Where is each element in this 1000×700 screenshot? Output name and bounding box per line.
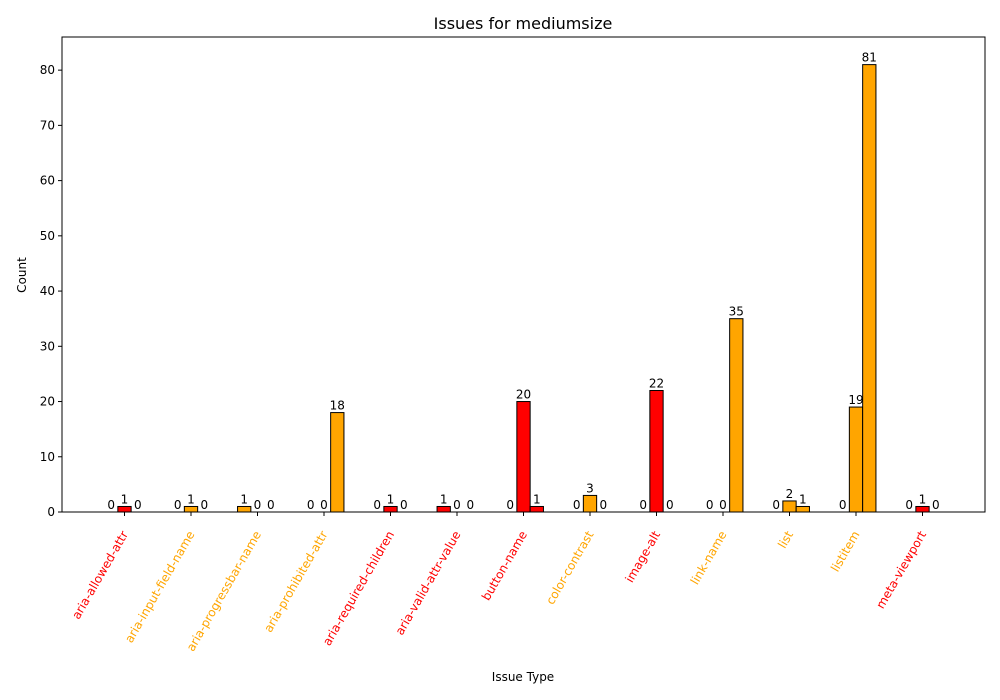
y-axis-label: Count [15, 257, 29, 293]
data-label: 22 [649, 376, 664, 390]
x-tick-label: aria-prohibited-attr [261, 528, 330, 634]
data-label: 18 [330, 399, 345, 413]
x-tick-label: aria-input-field-name [122, 529, 198, 646]
x-tick-label: meta-viewport [873, 528, 929, 611]
data-label: 0 [200, 498, 208, 512]
bar [582, 494, 598, 513]
y-tick-label: 40 [40, 284, 55, 298]
bars-group [117, 64, 930, 513]
data-label: 1 [240, 492, 248, 506]
bar [436, 505, 451, 513]
data-label: 0 [107, 498, 115, 512]
bar [383, 505, 398, 513]
data-label: 0 [599, 498, 607, 512]
data-label: 0 [573, 498, 581, 512]
data-label: 0 [905, 498, 913, 512]
x-axis: aria-allowed-attraria-input-field-namear… [69, 512, 929, 654]
data-label: 35 [729, 305, 744, 319]
data-label: 1 [533, 492, 541, 506]
data-label: 1 [121, 492, 129, 506]
x-axis-label: Issue Type [492, 670, 554, 684]
data-label: 0 [839, 498, 847, 512]
data-label: 0 [307, 498, 315, 512]
y-tick-label: 80 [40, 63, 55, 77]
data-label: 0 [719, 498, 727, 512]
bar [516, 401, 531, 513]
x-tick-label: list [775, 528, 796, 551]
data-label: 0 [706, 498, 714, 512]
bar [237, 505, 252, 513]
x-tick-label: listitem [828, 529, 862, 575]
y-tick-label: 50 [40, 229, 55, 243]
data-label: 0 [373, 498, 381, 512]
y-tick-label: 0 [47, 505, 55, 519]
data-label: 1 [440, 492, 448, 506]
bar [848, 406, 864, 513]
data-label: 0 [174, 498, 182, 512]
data-label: 1 [919, 492, 927, 506]
y-axis: 0 10 20 30 40 50 60 70 80 [40, 63, 62, 519]
data-label: 0 [506, 498, 514, 512]
bar [117, 505, 132, 513]
data-label: 19 [848, 393, 863, 407]
x-tick-label: aria-progressbar-name [184, 529, 264, 654]
x-tick-label: button-name [479, 529, 530, 604]
x-tick-label: color-contrast [543, 528, 597, 607]
data-label: 1 [799, 492, 807, 506]
x-tick-label: aria-required-children [320, 529, 397, 649]
data-label: 0 [320, 498, 328, 512]
y-tick-label: 10 [40, 450, 55, 464]
x-tick-label: aria-valid-attr-value [393, 529, 464, 638]
data-label: 0 [466, 498, 474, 512]
bar [795, 505, 810, 513]
data-label: 3 [586, 481, 594, 495]
y-tick-label: 60 [40, 174, 55, 188]
data-label: 1 [387, 492, 395, 506]
data-label: 2 [786, 487, 794, 501]
bar [915, 505, 930, 513]
data-label: 20 [516, 388, 531, 402]
bar [529, 505, 544, 513]
x-tick-label: aria-allowed-attr [69, 528, 131, 621]
x-tick-label: link-name [688, 529, 730, 588]
data-label: 0 [772, 498, 780, 512]
y-tick-label: 20 [40, 395, 55, 409]
data-label: 0 [453, 498, 461, 512]
data-label: 0 [666, 498, 674, 512]
data-label: 81 [862, 51, 877, 65]
data-label: 0 [932, 498, 940, 512]
chart-title: Issues for mediumsize [434, 14, 613, 33]
bar [649, 389, 664, 513]
data-label: 0 [400, 498, 408, 512]
y-tick-label: 30 [40, 339, 55, 353]
x-tick-label: image-alt [622, 528, 663, 585]
data-label: 1 [187, 492, 195, 506]
bar [330, 412, 345, 513]
data-label: 0 [639, 498, 647, 512]
data-label: 0 [267, 498, 275, 512]
y-tick-label: 70 [40, 118, 55, 132]
bar [782, 500, 797, 513]
bar [183, 505, 199, 513]
data-label: 0 [254, 498, 262, 512]
bar [729, 318, 744, 513]
data-label: 0 [134, 498, 142, 512]
bar [862, 64, 877, 513]
